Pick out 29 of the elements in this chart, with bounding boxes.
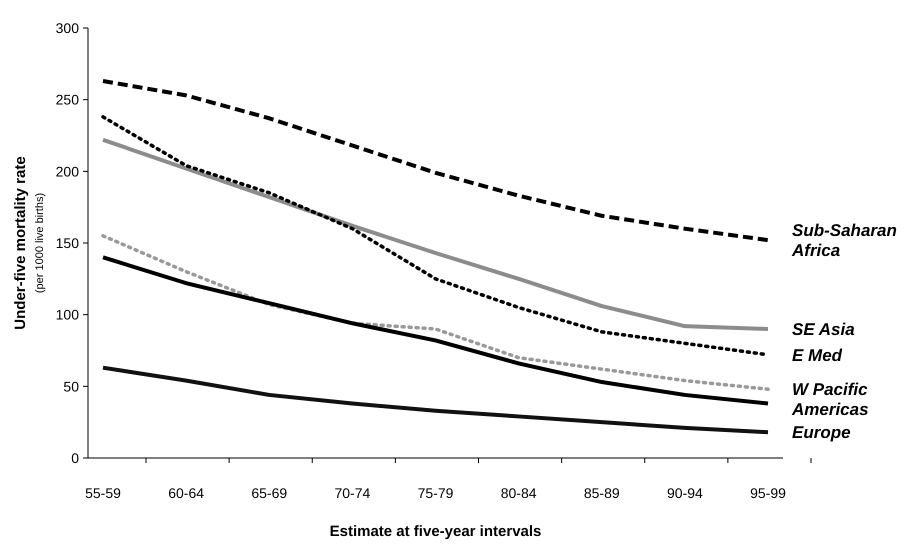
x-tick-label: 80-84 bbox=[500, 485, 537, 501]
x-tick-label: 95-99 bbox=[750, 485, 786, 501]
y-tick-label: 300 bbox=[56, 20, 80, 36]
series-label: W Pacific bbox=[792, 380, 868, 400]
series-label: Sub-Saharan Africa bbox=[791, 221, 897, 260]
y-tick-label: 0 bbox=[71, 450, 80, 466]
x-tick-label: 75-79 bbox=[418, 485, 454, 501]
line-series bbox=[101, 234, 770, 391]
series-label: Americas bbox=[791, 400, 869, 420]
series-label: SE Asia bbox=[792, 320, 855, 339]
x-tick-label: 65-69 bbox=[251, 485, 288, 501]
x-tick-label: 70-74 bbox=[334, 485, 370, 501]
x-tick-label: 55-59 bbox=[85, 485, 122, 501]
y-tick-label: 100 bbox=[56, 306, 80, 323]
x-tick-label: 85-89 bbox=[584, 485, 620, 501]
x-axis-title: Estimate at five-year intervals bbox=[330, 523, 542, 540]
y-tick-label: 50 bbox=[63, 378, 80, 394]
y-tick-label: 250 bbox=[56, 92, 80, 108]
y-tick-label: 150 bbox=[56, 235, 80, 251]
y-tick-label: 200 bbox=[56, 163, 80, 180]
y-axis-title: Under-five mortality rate (per 1000 live births) bbox=[12, 156, 46, 330]
line-series bbox=[101, 79, 770, 242]
x-tick-label: 60-64 bbox=[168, 485, 204, 501]
line-series bbox=[101, 138, 770, 331]
x-tick-label: 90-94 bbox=[666, 485, 703, 501]
line-series bbox=[101, 255, 770, 406]
series-label: Europe bbox=[792, 423, 851, 442]
line-series bbox=[101, 366, 770, 434]
series-label: E Med bbox=[792, 346, 843, 365]
